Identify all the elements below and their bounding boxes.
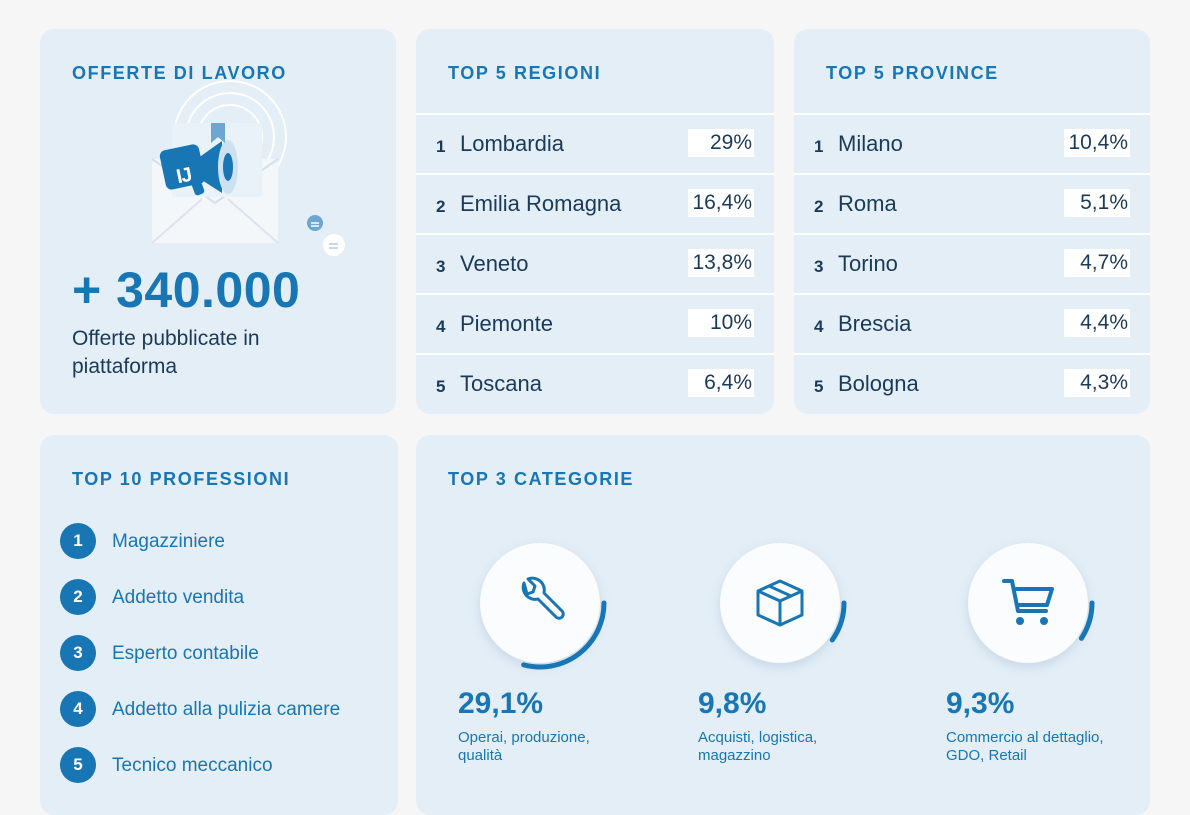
category-item: 9,8% Acquisti, logistica, magazzino bbox=[698, 535, 938, 795]
region-name: Piemonte bbox=[460, 311, 553, 336]
province-name: Roma bbox=[838, 191, 897, 216]
offerte-heading: OFFERTE DI LAVORO bbox=[72, 63, 287, 83]
rank: 4 bbox=[814, 317, 824, 336]
list-item: 3 Veneto 13,8% bbox=[416, 233, 774, 293]
province-percent: 5,1% bbox=[1064, 189, 1130, 217]
province-heading: TOP 5 PROVINCE bbox=[826, 63, 999, 83]
list-item: 1 Milano 10,4% bbox=[794, 113, 1150, 173]
category-desc: Acquisti, logistica, magazzino bbox=[698, 729, 818, 764]
category-item: 29,1% Operai, produzione, qualità bbox=[458, 535, 698, 795]
category-item: 9,3% Commercio al dettaglio, GDO, Retail bbox=[946, 535, 1150, 795]
offerte-subtitle: Offerte pubblicate in piattaforma bbox=[72, 327, 260, 378]
province-percent: 10,4% bbox=[1064, 129, 1130, 157]
profession-label: Tecnico meccanico bbox=[112, 755, 273, 776]
offerte-count: + 340.000 bbox=[72, 262, 301, 318]
profession-label: Addetto vendita bbox=[112, 587, 245, 608]
megaphone-envelope-illustration bbox=[151, 80, 345, 256]
province-name: Milano bbox=[838, 131, 903, 156]
rank: 2 bbox=[814, 197, 824, 216]
region-percent: 16,4% bbox=[688, 189, 754, 217]
region-name: Lombardia bbox=[460, 131, 564, 156]
rank: 1 bbox=[814, 137, 824, 156]
regioni-card: TOP 5 REGIONI 1 Lombardia 29% 2 Emilia R… bbox=[416, 29, 774, 414]
categorie-card: TOP 3 CATEGORIE 29,1% Operai, produzione… bbox=[416, 435, 1150, 815]
province-percent: 4,7% bbox=[1064, 249, 1130, 277]
box-icon bbox=[756, 579, 804, 627]
list-item: 2 Emilia Romagna 16,4% bbox=[416, 173, 774, 233]
category-desc: Commercio al dettaglio, GDO, Retail bbox=[946, 729, 1104, 764]
bookmark-icon bbox=[211, 123, 225, 143]
region-percent: 6,4% bbox=[688, 369, 754, 397]
province-percent: 4,4% bbox=[1064, 309, 1130, 337]
professioni-heading: TOP 10 PROFESSIONI bbox=[72, 469, 291, 489]
progress-arc bbox=[1078, 600, 1095, 641]
rank-badge: 4 bbox=[60, 691, 96, 727]
rank: 3 bbox=[436, 257, 446, 276]
list-item: 1 Lombardia 29% bbox=[416, 113, 774, 173]
region-percent: 10% bbox=[688, 309, 754, 337]
list-item: 4 Piemonte 10% bbox=[416, 293, 774, 353]
province-name: Torino bbox=[838, 251, 898, 276]
category-desc: Operai, produzione, qualità bbox=[458, 729, 590, 764]
rank: 4 bbox=[436, 317, 446, 336]
province-name: Brescia bbox=[838, 311, 912, 336]
region-percent: 13,8% bbox=[688, 249, 754, 277]
progress-arc bbox=[829, 600, 847, 643]
regioni-list: 1 Lombardia 29% 2 Emilia Romagna 16,4% 3… bbox=[416, 113, 774, 413]
regioni-heading: TOP 5 REGIONI bbox=[448, 63, 602, 83]
profession-label: Magazziniere bbox=[112, 531, 225, 552]
shopping-cart-icon bbox=[1002, 579, 1054, 625]
rank: 2 bbox=[436, 197, 446, 216]
progress-ring bbox=[712, 535, 848, 671]
province-list: 1 Milano 10,4% 2 Roma 5,1% 3 Torino 4,7%… bbox=[794, 113, 1150, 413]
province-name: Bologna bbox=[838, 371, 919, 396]
list-item: 3 Torino 4,7% bbox=[794, 233, 1150, 293]
region-name: Emilia Romagna bbox=[460, 191, 622, 216]
rank: 3 bbox=[814, 257, 824, 276]
profession-label: Esperto contabile bbox=[112, 643, 259, 664]
list-item: 5 Toscana 6,4% bbox=[416, 353, 774, 413]
category-percent: 9,3% bbox=[946, 687, 1015, 720]
rank-badge: 3 bbox=[60, 635, 96, 671]
province-card: TOP 5 PROVINCE 1 Milano 10,4% 2 Roma 5,1… bbox=[794, 29, 1150, 414]
category-percent: 29,1% bbox=[458, 687, 544, 720]
progress-arc bbox=[521, 600, 607, 670]
region-name: Veneto bbox=[460, 251, 529, 276]
list-item: 2 Roma 5,1% bbox=[794, 173, 1150, 233]
rank: 5 bbox=[814, 377, 824, 396]
category-percent: 9,8% bbox=[698, 687, 767, 720]
professioni-card: TOP 10 PROFESSIONI 1 Magazziniere 2 Adde… bbox=[40, 435, 398, 815]
rank: 5 bbox=[436, 377, 446, 396]
province-percent: 4,3% bbox=[1064, 369, 1130, 397]
region-percent: 29% bbox=[688, 129, 754, 157]
progress-ring bbox=[472, 535, 608, 671]
categorie-heading: TOP 3 CATEGORIE bbox=[448, 469, 635, 489]
rank-badge: 5 bbox=[60, 747, 96, 783]
rank-badge: 2 bbox=[60, 579, 96, 615]
progress-ring bbox=[960, 535, 1096, 671]
wrench-icon bbox=[521, 576, 565, 620]
region-name: Toscana bbox=[460, 371, 542, 396]
offerte-card: OFFERTE DI LAVORO IJ + 340.000 Offerte p… bbox=[40, 29, 396, 414]
profession-label: Addetto alla pulizia camere bbox=[112, 699, 341, 720]
list-item: 4 Brescia 4,4% bbox=[794, 293, 1150, 353]
list-item: 5 Bologna 4,3% bbox=[794, 353, 1150, 413]
rank-badge: 1 bbox=[60, 523, 96, 559]
rank: 1 bbox=[436, 137, 446, 156]
